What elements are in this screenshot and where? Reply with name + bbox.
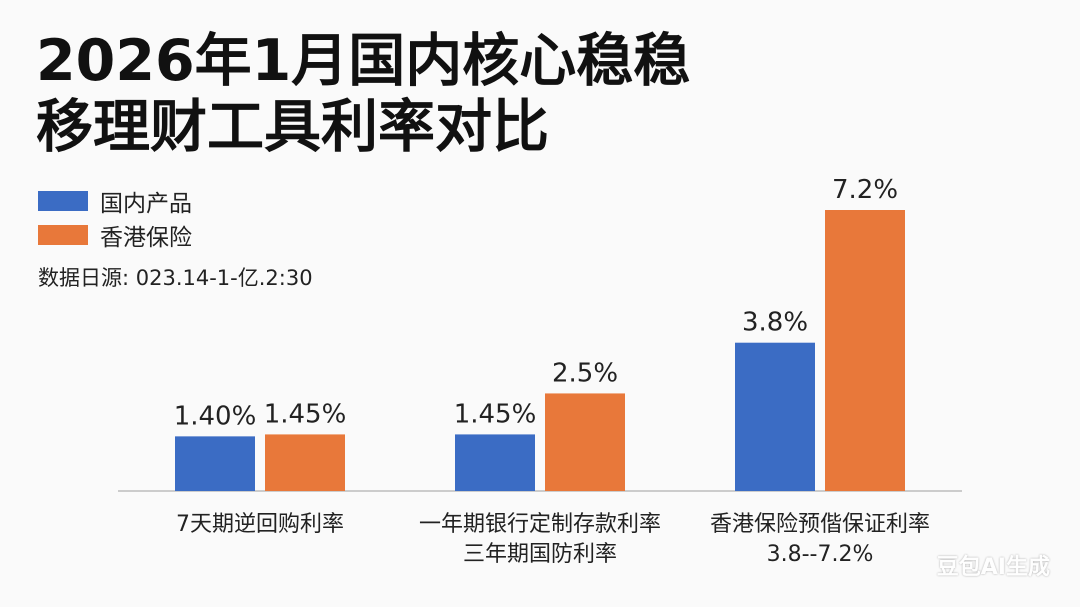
data-label-domestic-1: 1.45%: [454, 399, 537, 429]
chart-title: 2026年1月国内核心稳稳移理财工具利率对比: [36, 28, 691, 160]
bar-hk-insurance-1: [545, 393, 625, 491]
data-label-hk-insurance-1: 2.5%: [552, 358, 618, 388]
category-label-2-line-1: 3.8--7.2%: [767, 542, 874, 567]
category-label-1-line-1: 三年期国防利率: [463, 542, 617, 567]
legend-label-domestic: 国内产品: [100, 191, 192, 217]
category-label-1-line-0: 一年期银行定制存款利率: [419, 512, 661, 537]
watermark: 豆包AI生成: [936, 555, 1050, 580]
legend: 国内产品 香港保险: [38, 184, 192, 252]
legend-swatch-hk-insurance: [38, 225, 88, 245]
bar-hk-insurance-2: [825, 210, 905, 491]
category-label-2-line-0: 香港保险预偕保证利率: [710, 512, 930, 537]
bar-hk-insurance-0: [265, 434, 345, 491]
category-label-0-line-0: 7天期逆回购利率: [176, 512, 344, 537]
data-label-hk-insurance-0: 1.45%: [264, 399, 347, 429]
bar-domestic-2: [735, 342, 815, 491]
data-label-domestic-0: 1.40%: [174, 401, 257, 431]
data-label-hk-insurance-2: 7.2%: [832, 175, 898, 205]
legend-item-domestic: 国内产品: [38, 184, 192, 218]
legend-label-hk-insurance: 香港保险: [100, 225, 192, 251]
data-label-domestic-2: 3.8%: [742, 308, 808, 338]
legend-swatch-domestic: [38, 191, 88, 211]
bar-domestic-0: [175, 436, 255, 491]
bar-domestic-1: [455, 434, 535, 491]
legend-item-hk-insurance: 香港保险: [38, 218, 192, 252]
data-source-note: 数据日源: 023.14-1-亿.2:30: [38, 266, 313, 290]
